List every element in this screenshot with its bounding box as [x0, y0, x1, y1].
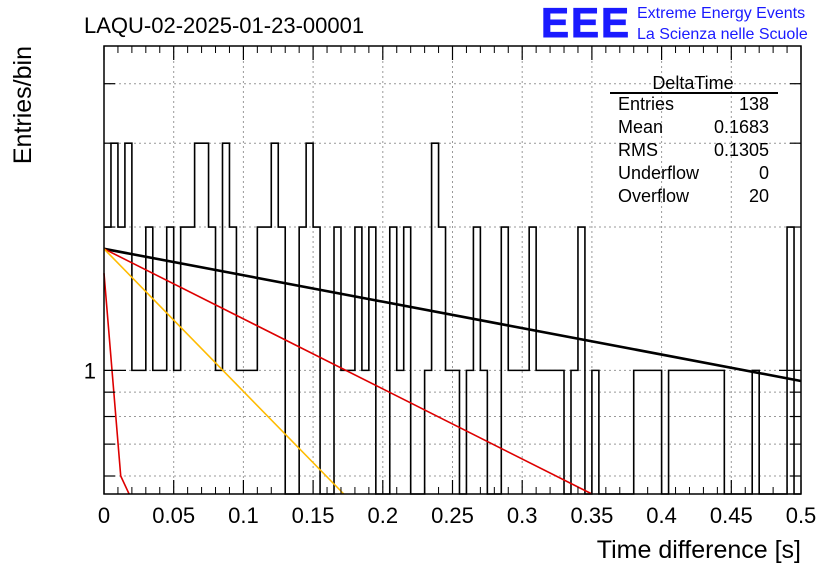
stats-label-rms: RMS: [618, 140, 658, 160]
fit-curve: [103, 248, 345, 495]
stats-value-overflow: 20: [749, 186, 769, 206]
x-tick-label: 0: [98, 503, 110, 528]
logo-line-2: La Scienza nelle Scuole: [637, 26, 808, 43]
grid-lines: [104, 46, 801, 494]
x-tick-label: 0.4: [646, 503, 677, 528]
y-axis-label: Entries/bin: [9, 46, 37, 164]
x-tick-labels: 0 0.05 0.1 0.15 0.2 0.25 0.3 0.35 0.4 0.45 0.5: [98, 503, 816, 528]
x-axis-label: Time difference [s]: [597, 536, 801, 564]
x-tick-label: 0.45: [710, 503, 753, 528]
eee-logo: EEE: [541, 0, 631, 46]
plot-frame: [103, 45, 802, 495]
plot-title: LAQU-02-2025-01-23-00001: [84, 13, 364, 38]
stats-box: DeltaTime Entries 138 Mean 0.1683 RMS 0.…: [610, 73, 778, 206]
stats-value-entries: 138: [739, 94, 769, 114]
x-tick-label: 0.1: [228, 503, 259, 528]
histogram-bars: [104, 142, 801, 495]
y-tick-labels: 1: [84, 358, 96, 383]
x-tick-label: 0.35: [570, 503, 613, 528]
stats-title: DeltaTime: [652, 73, 733, 93]
fit-curves: [103, 247, 802, 495]
stats-value-mean: 0.1683: [714, 117, 769, 137]
stats-label-overflow: Overflow: [618, 186, 690, 206]
logo-line-1: Extreme Energy Events: [637, 5, 805, 22]
fit-curve: [103, 273, 130, 495]
fit-curve: [103, 247, 802, 383]
stats-label-entries: Entries: [618, 94, 674, 114]
histogram-outline: [104, 142, 801, 495]
stats-label-underflow: Underflow: [618, 163, 700, 183]
x-tick-label: 0.15: [292, 503, 335, 528]
stats-value-rms: 0.1305: [714, 140, 769, 160]
stats-label-mean: Mean: [618, 117, 663, 137]
x-tick-label: 0.2: [368, 503, 399, 528]
y-tick-label: 1: [84, 358, 96, 383]
x-tick-label: 0.5: [786, 503, 817, 528]
fit-curve: [103, 248, 593, 495]
stats-value-underflow: 0: [759, 163, 769, 183]
x-tick-label: 0.05: [152, 503, 195, 528]
x-tick-label: 0.3: [507, 503, 538, 528]
x-tick-label: 0.25: [431, 503, 474, 528]
